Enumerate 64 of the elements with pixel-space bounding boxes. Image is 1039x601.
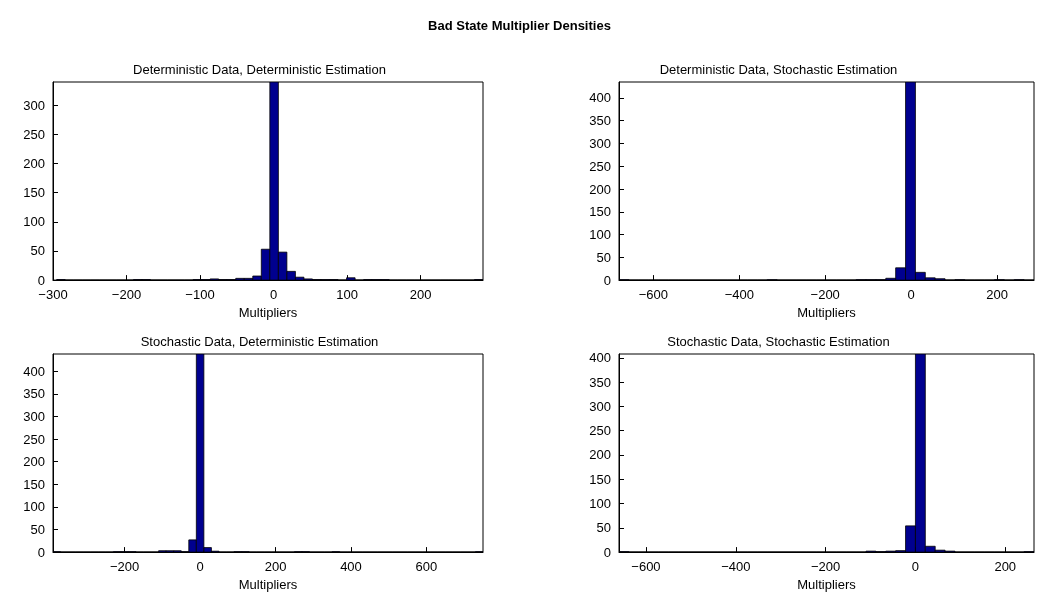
y-tick-label: 350 bbox=[589, 113, 611, 129]
chart-title: Deterministic Data, Stochastic Estimation bbox=[659, 62, 898, 77]
y-tick-label: 100 bbox=[589, 496, 611, 512]
x-tick-label: 600 bbox=[415, 559, 438, 575]
y-tick-label: 200 bbox=[589, 181, 611, 197]
x-tick-label: 100 bbox=[336, 287, 358, 303]
y-tick-label: 250 bbox=[23, 431, 45, 447]
y-tick-label: 200 bbox=[589, 447, 611, 463]
x-tick-label: −200 bbox=[810, 559, 841, 575]
x-tick-label: 0 bbox=[269, 287, 278, 303]
y-tick-label: 200 bbox=[23, 454, 45, 470]
y-tick-label: 350 bbox=[23, 386, 45, 402]
x-tick-label: −400 bbox=[724, 287, 754, 303]
x-tick-label: 400 bbox=[340, 559, 362, 575]
y-tick-label: 300 bbox=[23, 408, 45, 424]
y-tick-label: 50 bbox=[30, 521, 45, 537]
y-tick-label: 0 bbox=[37, 272, 45, 288]
y-tick-label: 300 bbox=[23, 97, 45, 113]
y-tick-label: 100 bbox=[589, 227, 611, 243]
y-tick-label: 250 bbox=[589, 158, 611, 174]
chart-title: Deterministic Data, Deterministic Estimation bbox=[133, 62, 386, 77]
x-tick-label: 0 bbox=[911, 559, 920, 575]
y-tick-label: 150 bbox=[589, 204, 611, 220]
x-tick-label: −200 bbox=[810, 287, 840, 303]
x-tick-label: 200 bbox=[409, 287, 432, 303]
x-tick-label: −600 bbox=[638, 287, 669, 303]
x-tick-label: 0 bbox=[907, 287, 915, 303]
y-tick-label: 150 bbox=[23, 185, 45, 201]
y-tick-label: 50 bbox=[596, 520, 611, 536]
y-tick-label: 200 bbox=[23, 156, 45, 172]
x-tick-label: 200 bbox=[264, 559, 287, 575]
y-tick-label: 100 bbox=[23, 499, 45, 515]
y-tick-label: 300 bbox=[589, 398, 611, 414]
x-tick-label: −200 bbox=[111, 287, 142, 303]
y-tick-label: 400 bbox=[589, 90, 611, 106]
text: Bad State Multiplier Densities bbox=[428, 18, 611, 33]
y-tick-label: 350 bbox=[589, 374, 611, 390]
y-tick-label: 150 bbox=[23, 476, 45, 492]
y-tick-label: 50 bbox=[30, 243, 45, 259]
x-axis-title: Multipliers bbox=[238, 305, 298, 320]
y-tick-label: 0 bbox=[603, 544, 611, 560]
y-tick-label: 300 bbox=[589, 135, 611, 151]
x-axis-title: Multipliers bbox=[797, 577, 857, 592]
chart-title: Stochastic Data, Deterministic Estimation bbox=[140, 334, 379, 349]
chart-title: Stochastic Data, Stochastic Estimation bbox=[667, 334, 890, 349]
x-axis-title: Multipliers bbox=[238, 577, 298, 592]
x-tick-label: 0 bbox=[196, 559, 204, 575]
x-tick-label: −600 bbox=[631, 559, 661, 575]
y-tick-label: 50 bbox=[596, 249, 611, 265]
x-tick-label: −200 bbox=[110, 559, 140, 575]
y-tick-label: 400 bbox=[23, 363, 45, 379]
x-tick-label: −100 bbox=[185, 287, 215, 303]
y-tick-label: 250 bbox=[589, 423, 611, 439]
y-tick-label: 0 bbox=[37, 544, 45, 560]
x-axis-title: Multipliers bbox=[797, 305, 857, 320]
y-tick-label: 400 bbox=[589, 350, 611, 366]
y-tick-label: 100 bbox=[23, 214, 45, 230]
x-tick-label: −400 bbox=[721, 559, 751, 575]
x-tick-label: 200 bbox=[994, 559, 1017, 575]
x-tick-label: −300 bbox=[38, 287, 68, 303]
y-tick-label: 150 bbox=[589, 471, 611, 487]
x-tick-label: 200 bbox=[986, 287, 1008, 303]
y-tick-label: 250 bbox=[23, 126, 45, 142]
y-tick-label: 0 bbox=[603, 272, 611, 288]
